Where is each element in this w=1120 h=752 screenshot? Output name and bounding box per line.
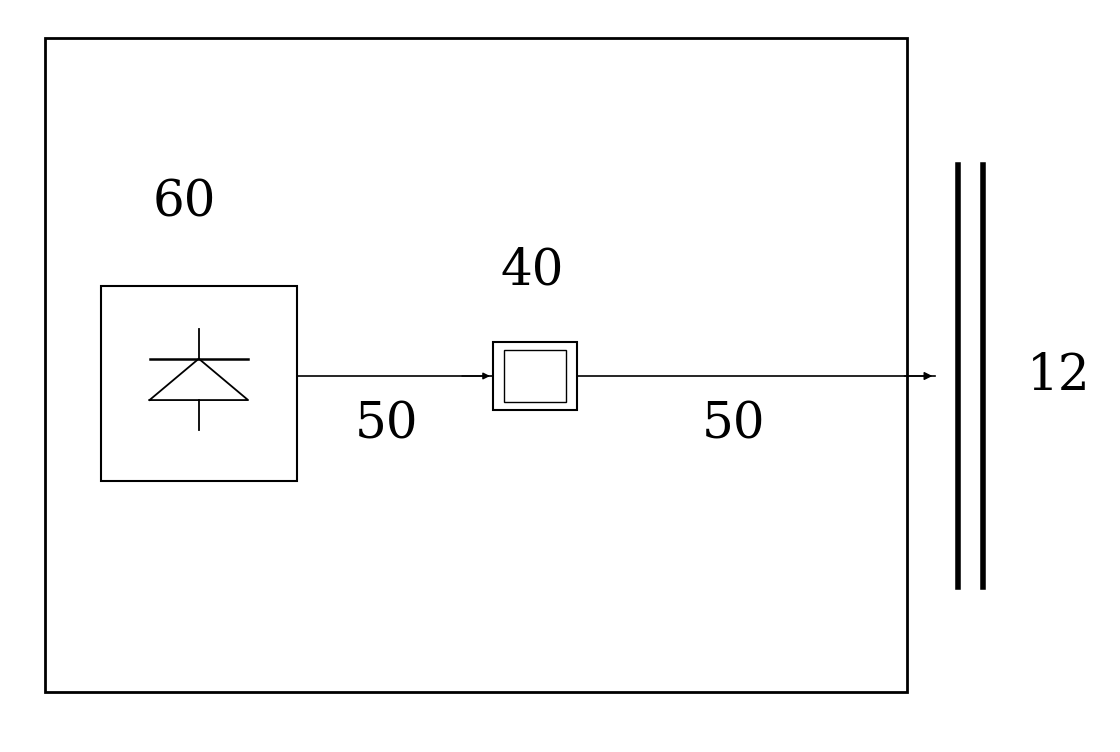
Text: 40: 40 xyxy=(501,246,563,296)
Bar xyxy=(45,38,907,692)
Text: 50: 50 xyxy=(702,400,765,450)
Text: 60: 60 xyxy=(153,178,216,228)
Bar xyxy=(493,342,577,410)
Bar xyxy=(504,350,566,402)
Text: 50: 50 xyxy=(355,400,418,450)
Bar xyxy=(101,286,297,481)
Text: 12: 12 xyxy=(1027,351,1090,401)
